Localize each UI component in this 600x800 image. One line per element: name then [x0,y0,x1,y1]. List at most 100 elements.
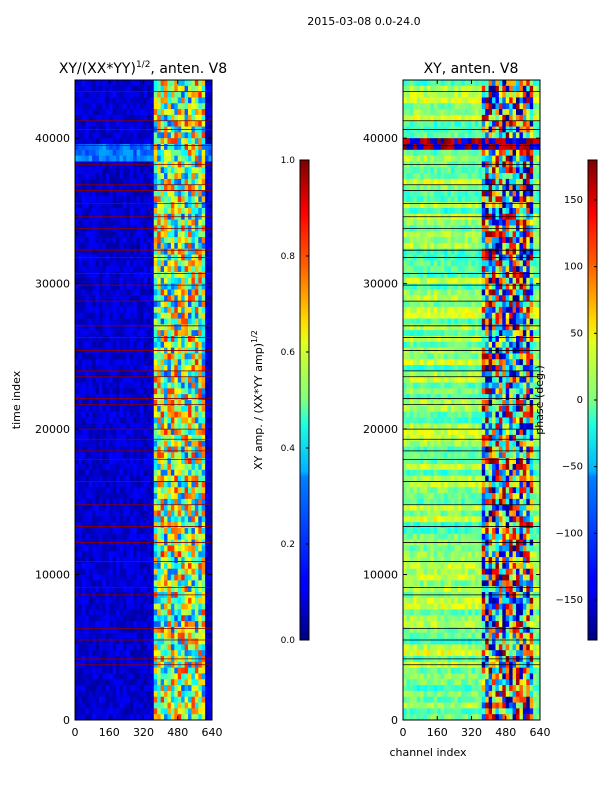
heatmap-cell [75,336,79,343]
heatmap-cell [164,621,168,628]
heatmap-cell [201,464,206,471]
heatmap-cell [146,533,151,541]
heatmap-cell [505,91,510,98]
heatmap-cell [88,434,93,442]
heatmap-cell [194,685,199,692]
heatmap-cell [177,690,182,698]
heatmap-cell [119,277,124,285]
heatmap-cell [184,586,189,593]
heatmap-cell [116,277,120,285]
heatmap-cell [164,173,168,180]
heatmap-cell [105,638,110,645]
heatmap-cell [191,260,196,267]
heatmap-cell [92,155,96,162]
heatmap-cell [194,359,199,366]
heatmap-cell [188,196,192,203]
heatmap-cell [92,91,96,98]
heatmap-cell [160,97,165,104]
heatmap-cell [146,330,151,337]
heatmap-cell [208,202,213,209]
heatmap-cell [129,464,134,471]
heatmap-cell [164,545,168,552]
heatmap-cell [164,266,168,273]
heatmap-cell [92,667,96,674]
heatmap-cell [146,138,151,145]
heatmap-cell [75,528,79,535]
heatmap-cell [140,388,144,395]
heatmap-cell [157,91,162,98]
heatmap-cell [88,196,93,203]
heatmap-cell [146,475,151,482]
heatmap-cell [164,330,168,337]
heatmap-cell [174,690,179,698]
heatmap-cell [119,679,124,686]
heatmap-cell [492,120,496,127]
heatmap-cell [102,690,107,698]
heatmap-cell [157,690,162,698]
heatmap-cell [81,516,86,523]
heatmap-cell [450,103,455,110]
heatmap-cell [201,301,206,308]
heatmap-cell [191,330,196,337]
heatmap-cell [85,376,90,383]
heatmap-cell [136,359,141,366]
heatmap-cell [136,464,141,471]
heatmap-cell [167,516,172,523]
heatmap-cell [129,650,134,657]
heatmap-cell [150,673,155,680]
heatmap-cell [109,219,114,226]
heatmap-cell [102,266,107,273]
heatmap-cell [164,370,168,378]
heatmap-cell [505,109,510,116]
heatmap-cell [174,167,179,174]
heatmap-cell [146,109,151,116]
heatmap-cell [157,359,162,366]
heatmap-cell [75,400,79,407]
heatmap-cell [191,173,196,180]
heatmap-cell [146,644,151,651]
heatmap-cell [85,423,90,430]
heatmap-cell [75,498,79,506]
heatmap-cell [433,138,438,145]
heatmap-cell [133,469,138,477]
heatmap-cell [167,650,172,657]
heatmap-cell [529,97,534,104]
heatmap-cell [129,330,134,337]
heatmap-cell [143,557,148,564]
heatmap-cell [78,621,83,628]
heatmap-cell [122,109,127,116]
heatmap-cell [444,138,448,145]
heatmap-cell [177,574,182,581]
heatmap-cell [153,638,158,645]
heatmap-cell [533,138,537,145]
heatmap-cell [177,242,182,250]
heatmap-cell [188,603,192,610]
heatmap-cell [122,586,127,593]
heatmap-cell [208,306,213,314]
heatmap-cell [485,80,490,87]
heatmap-cell [133,248,138,255]
heatmap-cell [174,184,179,191]
heatmap-cell [88,260,93,267]
heatmap-cell [102,208,107,215]
heatmap-cell [170,411,175,418]
heatmap-cell [122,557,127,564]
heatmap-cell [119,306,124,314]
heatmap-cell [512,109,517,116]
heatmap-cell [174,609,179,616]
heatmap-cell [95,487,100,494]
heatmap-cell [78,376,83,383]
heatmap-cell [136,155,141,162]
heatmap-cell [201,429,206,436]
heatmap-cell [184,231,189,238]
heatmap-cell [174,632,179,639]
heatmap-cell [529,144,534,151]
heatmap-cell [174,667,179,674]
heatmap-cell [170,312,175,319]
heatmap-cell [136,149,141,157]
heatmap-cell [146,400,151,407]
heatmap-cell [78,440,83,447]
heatmap-cell [133,330,138,337]
heatmap-cell [129,685,134,692]
heatmap-cell [85,562,90,570]
